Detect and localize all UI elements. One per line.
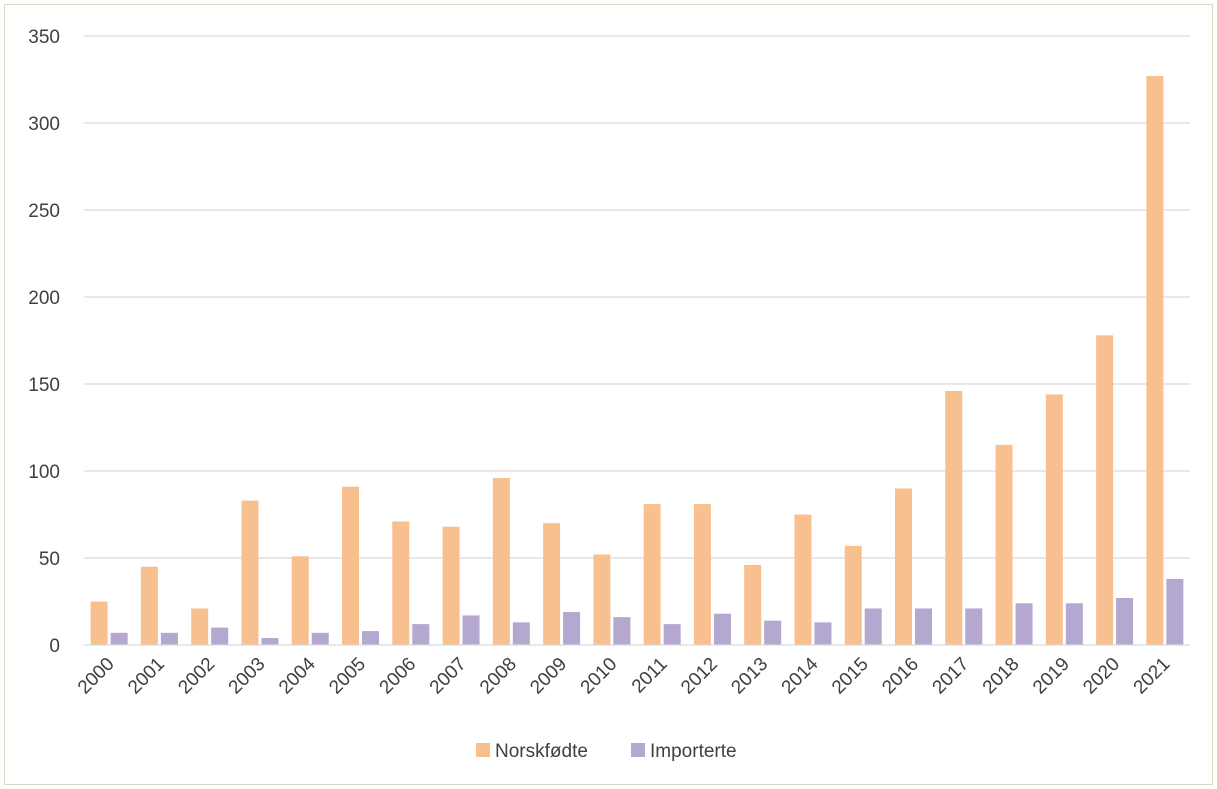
y-axis-ticks: 0 50 100 150 200 250 300 350 [28, 27, 60, 657]
x-tick-label: 2016 [878, 654, 923, 699]
y-tick-label: 100 [28, 462, 60, 483]
legend-label: Norskfødte [495, 741, 588, 762]
legend: Norskfødte Importerte [476, 741, 737, 762]
x-tick-label: 2006 [376, 654, 421, 699]
x-axis-ticks: 2000 2001 2002 2003 2004 2005 2006 2007 2008 2009… [74, 653, 1174, 698]
x-tick-label: 2014 [778, 653, 823, 698]
bar-norskfodte-2013 [744, 564, 762, 645]
bar-importerte-2021 [1166, 578, 1184, 645]
bar-norskfodte-2006 [392, 521, 410, 645]
bar-importerte-2008 [512, 622, 530, 645]
bar-norskfodte-2001 [140, 566, 158, 645]
bar-importerte-2005 [362, 631, 379, 645]
x-tick-label: 2003 [225, 654, 270, 699]
bar-norskfodte-2000 [90, 601, 108, 645]
legend-label: Importerte [650, 741, 737, 762]
y-tick-label: 200 [28, 288, 60, 309]
bar-importerte-2020 [1116, 598, 1134, 645]
x-tick-label: 2009 [526, 654, 571, 699]
bar-importerte-2017 [965, 608, 983, 645]
bar-norskfodte-2014 [794, 514, 812, 645]
bar-norskfodte-2010 [593, 554, 611, 645]
bar-importerte-2006 [412, 624, 430, 645]
x-tick-label: 2019 [1029, 654, 1074, 699]
x-tick-label: 2021 [1130, 654, 1175, 699]
bar-norskfodte-2017 [945, 390, 963, 645]
bar-norskfodte-2012 [693, 504, 711, 645]
bar-norskfodte-2016 [895, 488, 912, 645]
x-tick-label: 2010 [577, 654, 622, 699]
bar-importerte-2019 [1065, 603, 1083, 645]
bar-importerte-2003 [261, 638, 279, 645]
gridlines [84, 35, 1190, 559]
x-tick-label: 2011 [628, 654, 672, 698]
bar-norskfodte-2015 [844, 545, 862, 645]
x-tick-label: 2000 [74, 654, 119, 699]
bar-importerte-2009 [563, 611, 581, 645]
x-tick-label: 2005 [325, 654, 370, 699]
legend-swatch [476, 743, 490, 757]
x-tick-label: 2012 [677, 654, 722, 699]
bar-norskfodte-2020 [1096, 335, 1114, 645]
x-tick-label: 2002 [174, 654, 219, 699]
bar-importerte-2013 [764, 620, 782, 645]
bar-importerte-2016 [915, 608, 932, 645]
bar-norskfodte-2004 [291, 556, 309, 645]
y-tick-label: 350 [28, 27, 60, 48]
legend-swatch [631, 743, 645, 757]
y-tick-label: 150 [28, 375, 60, 396]
bar-importerte-2000 [110, 632, 128, 645]
bar-importerte-2002 [211, 627, 229, 645]
x-tick-label: 2018 [979, 654, 1024, 699]
x-tick-label: 2004 [275, 653, 320, 698]
bar-importerte-2014 [814, 622, 832, 645]
x-tick-label: 2007 [426, 654, 471, 699]
bar-importerte-2011 [663, 624, 681, 645]
y-tick-label: 250 [28, 201, 60, 222]
x-tick-label: 2013 [727, 654, 772, 699]
x-tick-label: 2001 [124, 654, 169, 699]
x-tick-label: 2017 [929, 654, 974, 699]
y-tick-label: 50 [39, 549, 60, 570]
bar-norskfodte-2007 [442, 526, 460, 645]
bar-norskfodte-2019 [1045, 394, 1063, 645]
bar-norskfodte-2008 [492, 477, 510, 645]
bar-norskfodte-2005 [342, 486, 359, 645]
bar-norskfodte-2011 [643, 504, 661, 645]
y-tick-label: 300 [28, 114, 60, 135]
bar-importerte-2015 [864, 608, 882, 645]
bar-importerte-2007 [462, 615, 480, 645]
bar-norskfodte-2009 [543, 523, 561, 645]
x-tick-label: 2020 [1079, 654, 1124, 699]
bar-norskfodte-2002 [191, 608, 209, 645]
chart-frame [4, 4, 1213, 785]
bar-importerte-2004 [311, 632, 329, 645]
x-tick-label: 2015 [828, 654, 873, 699]
bar-norskfodte-2018 [995, 444, 1013, 645]
bar-importerte-2012 [713, 613, 731, 645]
bar-importerte-2010 [613, 617, 631, 645]
bar-norskfodte-2003 [241, 500, 259, 645]
bars [90, 76, 1184, 645]
bar-importerte-2001 [160, 632, 178, 645]
y-tick-label: 0 [49, 636, 60, 657]
bar-importerte-2018 [1015, 603, 1033, 645]
x-tick-label: 2008 [476, 654, 521, 699]
bar-norskfodte-2021 [1146, 76, 1164, 645]
